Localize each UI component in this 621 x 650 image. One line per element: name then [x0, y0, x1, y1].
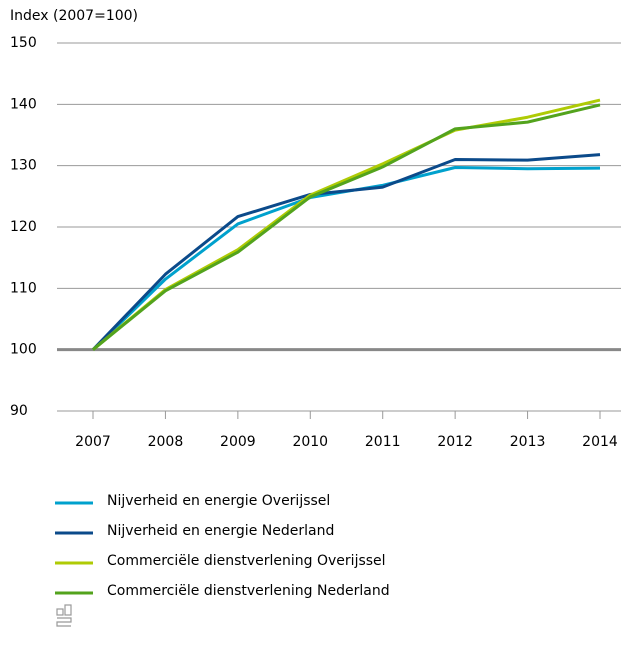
y-tick-label: 110	[10, 280, 37, 296]
x-tick-label: 2012	[437, 434, 473, 450]
line	[91, 153, 601, 351]
x-tick-label: 2010	[292, 434, 328, 450]
y-tick-label: 120	[10, 219, 37, 235]
y-tick-label: 90	[10, 403, 28, 419]
x-tick-label: 2011	[365, 434, 401, 450]
legend-label: Nijverheid en energie Overijssel	[107, 493, 330, 509]
y-tick-label: 140	[10, 96, 37, 112]
line	[91, 166, 601, 351]
x-tick-label: 2013	[510, 434, 546, 450]
line	[92, 98, 601, 351]
legend-label: Commerciële dienstverlening Nederland	[107, 583, 390, 599]
legend-label: Nijverheid en energie Nederland	[107, 523, 334, 539]
y-tick-label: 130	[10, 158, 37, 174]
x-tick-label: 2008	[148, 434, 184, 450]
x-tick-label: 2007	[75, 434, 111, 450]
y-tick-label: 100	[10, 342, 37, 358]
x-tick-label: 2014	[582, 434, 618, 450]
line	[92, 103, 601, 351]
cbs-logo	[56, 604, 72, 627]
x-tick-label: 2009	[220, 434, 256, 450]
y-tick-label: 150	[10, 35, 37, 51]
legend-label: Commerciële dienstverlening Overijssel	[107, 553, 386, 569]
y-axis-label: Index (2007=100)	[10, 8, 138, 24]
